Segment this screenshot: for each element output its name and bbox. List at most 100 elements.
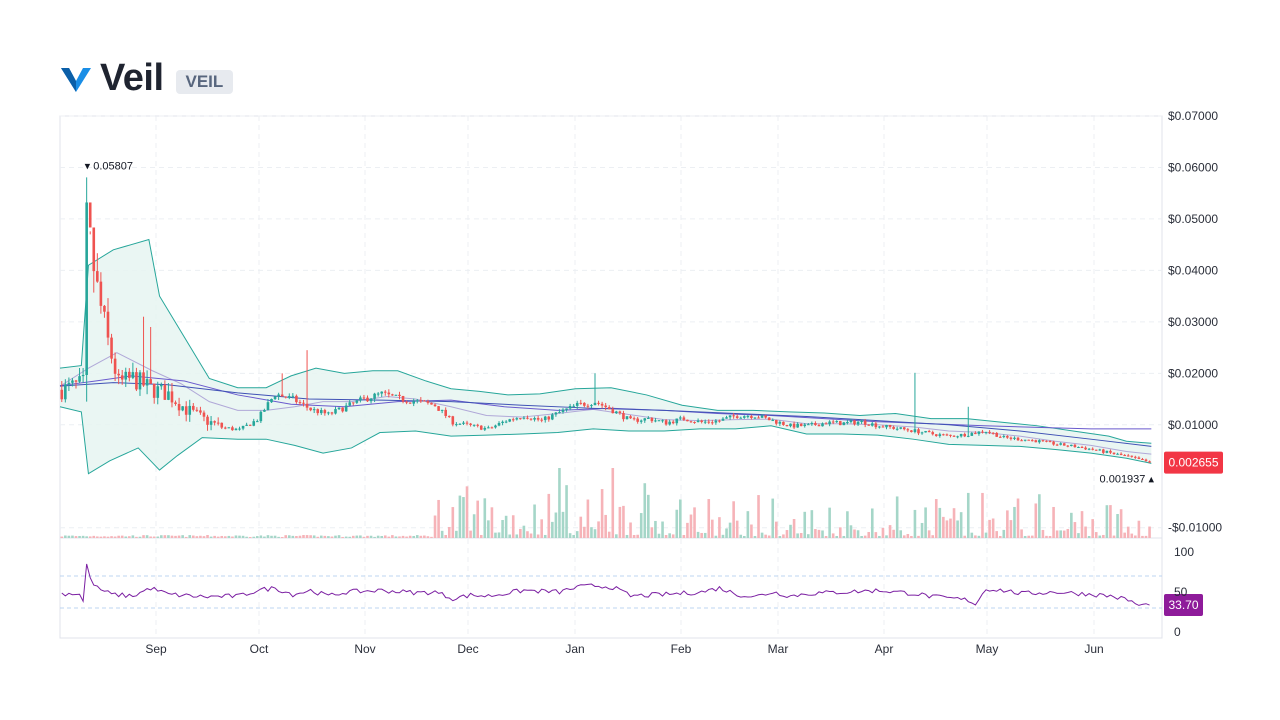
candle-body — [714, 420, 718, 423]
candle-body — [654, 420, 657, 422]
candle-body — [814, 423, 817, 426]
volume-bar — [447, 526, 451, 538]
candle-body — [383, 391, 387, 393]
candle-body — [593, 402, 597, 406]
candle-body — [1116, 453, 1119, 455]
volume-bar — [437, 499, 440, 538]
time-tick-label: Oct — [250, 642, 269, 656]
last-price-badge — [1164, 451, 1223, 474]
candle-body — [216, 422, 220, 424]
rsi-line — [61, 563, 1150, 606]
volume-bar — [1062, 530, 1066, 538]
rsi-value-label: 33.70 — [1168, 598, 1198, 612]
candle-body — [799, 423, 803, 427]
time-tick-label: Jun — [1084, 642, 1103, 656]
volume-bar — [668, 533, 671, 538]
candle-body — [124, 371, 128, 380]
volume-bar — [579, 516, 583, 538]
candle-body — [643, 418, 647, 421]
candle-body — [789, 423, 792, 427]
volume-bar — [1094, 532, 1098, 538]
volume-bar — [647, 494, 650, 538]
volume-bar — [888, 525, 892, 538]
volume-bar — [494, 532, 497, 538]
candle-body — [351, 402, 355, 404]
candle-body — [60, 389, 64, 400]
candle-body — [913, 429, 917, 433]
candle-body — [636, 418, 639, 422]
candle-body — [255, 421, 259, 423]
candle-body — [583, 402, 586, 406]
volume-bar — [988, 519, 991, 538]
candle-body — [284, 396, 288, 398]
volume-bar — [415, 535, 419, 538]
candle-body — [213, 421, 216, 423]
volume-bar — [760, 532, 764, 538]
candle-body — [927, 431, 931, 433]
volume-bar — [284, 535, 288, 538]
candle-body — [113, 358, 117, 374]
volume-bar — [1006, 510, 1009, 538]
volume-bar — [96, 536, 99, 538]
volume-bar — [575, 531, 579, 538]
volume-bar — [679, 499, 682, 538]
volume-bar — [767, 535, 771, 538]
volume-bar — [224, 536, 227, 538]
volume-bar — [160, 535, 163, 538]
candle-body — [519, 418, 522, 420]
candle-body — [145, 379, 149, 386]
candle-body — [1112, 452, 1116, 455]
candle-body — [966, 435, 970, 437]
volume-bar — [462, 497, 465, 538]
volume-bar — [885, 535, 888, 538]
volume-bar — [444, 534, 447, 538]
volume-bar — [277, 536, 280, 538]
candle-body — [419, 400, 423, 402]
volume-bar — [931, 535, 935, 538]
candle-body — [622, 413, 625, 420]
volume-bar — [675, 509, 679, 538]
candle-body — [956, 436, 959, 438]
volume-bar — [1070, 512, 1073, 538]
volume-bar — [497, 532, 501, 538]
volume-bar — [728, 522, 732, 538]
volume-bar — [853, 529, 856, 538]
candle-body — [412, 401, 416, 404]
candle-body — [177, 403, 181, 411]
volume-bar — [270, 535, 273, 538]
candle-body — [753, 417, 757, 419]
volume-bar — [78, 535, 81, 538]
volume-bar — [369, 535, 373, 538]
volume-bar — [686, 522, 689, 538]
volume-bar — [259, 535, 263, 538]
candle-body — [1066, 445, 1070, 447]
candle-body — [497, 423, 501, 426]
volume-bar — [305, 535, 309, 538]
candle-body — [721, 418, 725, 421]
volume-bar — [707, 499, 711, 538]
volume-bar — [376, 535, 380, 538]
volume-bar — [821, 530, 824, 538]
candle-body — [103, 305, 106, 312]
volume-bar — [522, 525, 526, 538]
candle-body — [451, 416, 455, 425]
volume-bar — [359, 535, 362, 538]
volume-bar — [387, 536, 391, 538]
volume-bar — [942, 516, 945, 538]
volume-bar — [615, 534, 618, 538]
volume-bar — [558, 468, 561, 538]
volume-bar — [543, 534, 547, 538]
candle-body — [152, 383, 156, 398]
volume-bar — [287, 535, 291, 538]
candle-body — [1034, 440, 1038, 443]
candle-body — [1016, 437, 1020, 441]
volume-bar — [565, 485, 568, 538]
price-tick-label: $0.01000 — [1168, 418, 1218, 432]
candle-body — [156, 386, 160, 398]
volume-bar — [440, 530, 444, 538]
candle-body — [526, 417, 529, 419]
volume-bar — [1087, 536, 1091, 538]
volume-bar — [782, 534, 785, 538]
volume-bar — [540, 519, 543, 538]
